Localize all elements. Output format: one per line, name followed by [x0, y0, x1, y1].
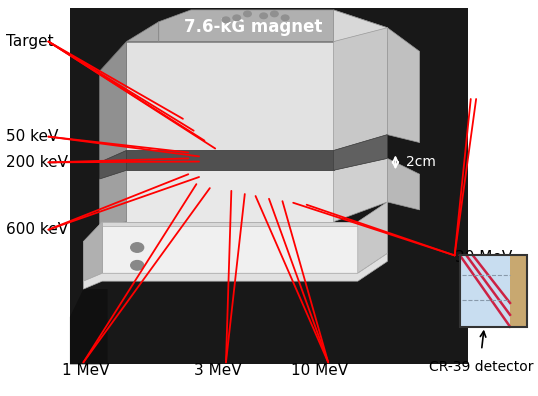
Bar [102, 222, 358, 273]
Polygon shape [83, 222, 102, 281]
Polygon shape [334, 28, 387, 150]
Bar [126, 42, 334, 150]
Circle shape [281, 15, 289, 21]
Polygon shape [83, 253, 387, 289]
Polygon shape [100, 170, 126, 226]
Polygon shape [334, 135, 387, 170]
Polygon shape [159, 10, 387, 42]
Text: 600 keV: 600 keV [6, 222, 68, 237]
Text: 1 MeV: 1 MeV [62, 363, 109, 378]
Polygon shape [70, 289, 108, 364]
Circle shape [244, 11, 251, 17]
Text: 50 keV: 50 keV [6, 129, 59, 144]
Polygon shape [126, 22, 159, 42]
Polygon shape [100, 150, 126, 179]
Bar [460, 255, 527, 327]
Text: 30 MeV: 30 MeV [455, 250, 512, 265]
Bar [460, 255, 527, 327]
Polygon shape [358, 202, 387, 273]
Circle shape [260, 13, 267, 19]
Circle shape [131, 261, 144, 270]
Bar [126, 150, 334, 170]
Polygon shape [334, 10, 387, 42]
Text: 3 MeV: 3 MeV [194, 363, 242, 378]
Text: 2cm: 2cm [406, 155, 436, 169]
Text: 10 MeV: 10 MeV [291, 363, 348, 378]
Circle shape [233, 15, 240, 21]
Bar [126, 170, 334, 222]
Polygon shape [100, 42, 126, 162]
Polygon shape [387, 158, 420, 210]
Polygon shape [334, 158, 387, 222]
Text: 7.6-kG magnet: 7.6-kG magnet [183, 18, 322, 36]
Text: 200 keV: 200 keV [6, 155, 68, 170]
Text: CR-39 detector: CR-39 detector [429, 360, 534, 374]
Circle shape [271, 11, 278, 17]
Circle shape [222, 17, 230, 23]
Bar [70, 8, 468, 364]
Circle shape [131, 243, 144, 252]
Bar [510, 255, 527, 327]
Polygon shape [102, 222, 358, 226]
Polygon shape [387, 28, 420, 143]
Text: Target: Target [6, 34, 54, 49]
